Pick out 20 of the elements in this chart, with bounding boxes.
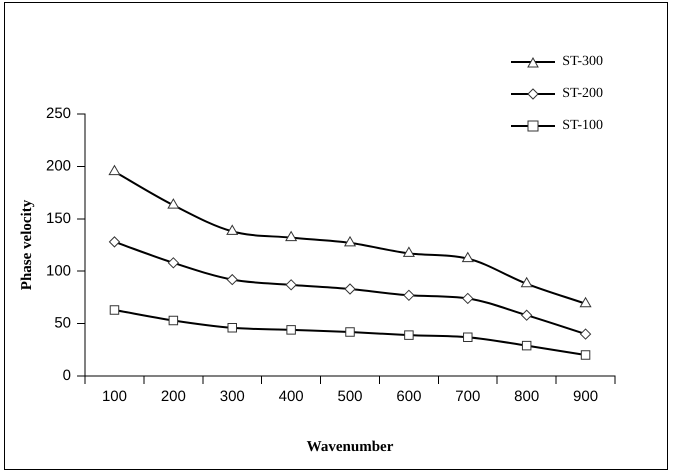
y-tick-label: 150 (46, 210, 72, 227)
legend-label: ST-300 (562, 54, 603, 70)
x-tick-label: 200 (160, 388, 186, 406)
y-tick-label: 0 (62, 367, 72, 384)
y-axis-title: Phase velocity (18, 199, 35, 290)
y-tick-label: 100 (46, 262, 72, 280)
x-tick-label: 100 (102, 388, 127, 406)
x-tick-label: 300 (220, 388, 245, 406)
x-tick-label: 900 (573, 388, 598, 406)
x-tick-label: 800 (514, 388, 540, 406)
y-tick-label: 50 (54, 314, 72, 332)
x-tick-label: 600 (396, 388, 422, 406)
y-tick-label: 200 (46, 158, 72, 175)
x-tick-label: 500 (338, 388, 363, 406)
x-tick-label: 400 (278, 388, 304, 406)
x-tick-label: 700 (455, 388, 480, 406)
x-axis-title: Wavenumber (306, 438, 394, 455)
legend-label: ST-100 (562, 118, 603, 134)
legend-label: ST-200 (562, 86, 603, 102)
y-tick-label: 250 (46, 105, 72, 122)
